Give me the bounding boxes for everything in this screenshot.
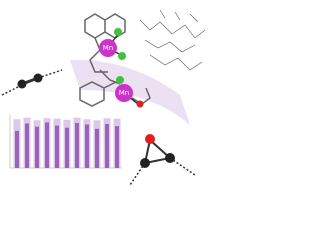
oxygen-atom: [136, 100, 144, 108]
metal-atom: [99, 39, 117, 57]
ligand-top: [84, 13, 126, 73]
bar: [35, 126, 39, 168]
bar: [25, 123, 29, 168]
ligand-bottom: [79, 69, 151, 107]
bar: [55, 125, 59, 168]
bar: [75, 122, 79, 168]
epoxide: [129, 134, 196, 186]
bar: [65, 127, 69, 168]
chlorine-atom: [114, 28, 122, 36]
bar: [45, 122, 49, 168]
bar: [85, 124, 89, 168]
bar: [115, 126, 119, 168]
bar: [95, 128, 99, 168]
chlorine-atom: [116, 76, 124, 84]
metal-label: Mn: [103, 44, 113, 52]
bar-chart: [9, 115, 122, 169]
bar: [15, 130, 19, 168]
metal-label: Mn: [119, 89, 129, 97]
ethylene: [1, 69, 63, 96]
graphical-abstract: Mn Mn: [1, 9, 206, 186]
crystal-structure: [139, 9, 206, 71]
bar: [105, 124, 109, 168]
metal-atom: [115, 84, 133, 102]
chlorine-atom: [118, 52, 126, 60]
